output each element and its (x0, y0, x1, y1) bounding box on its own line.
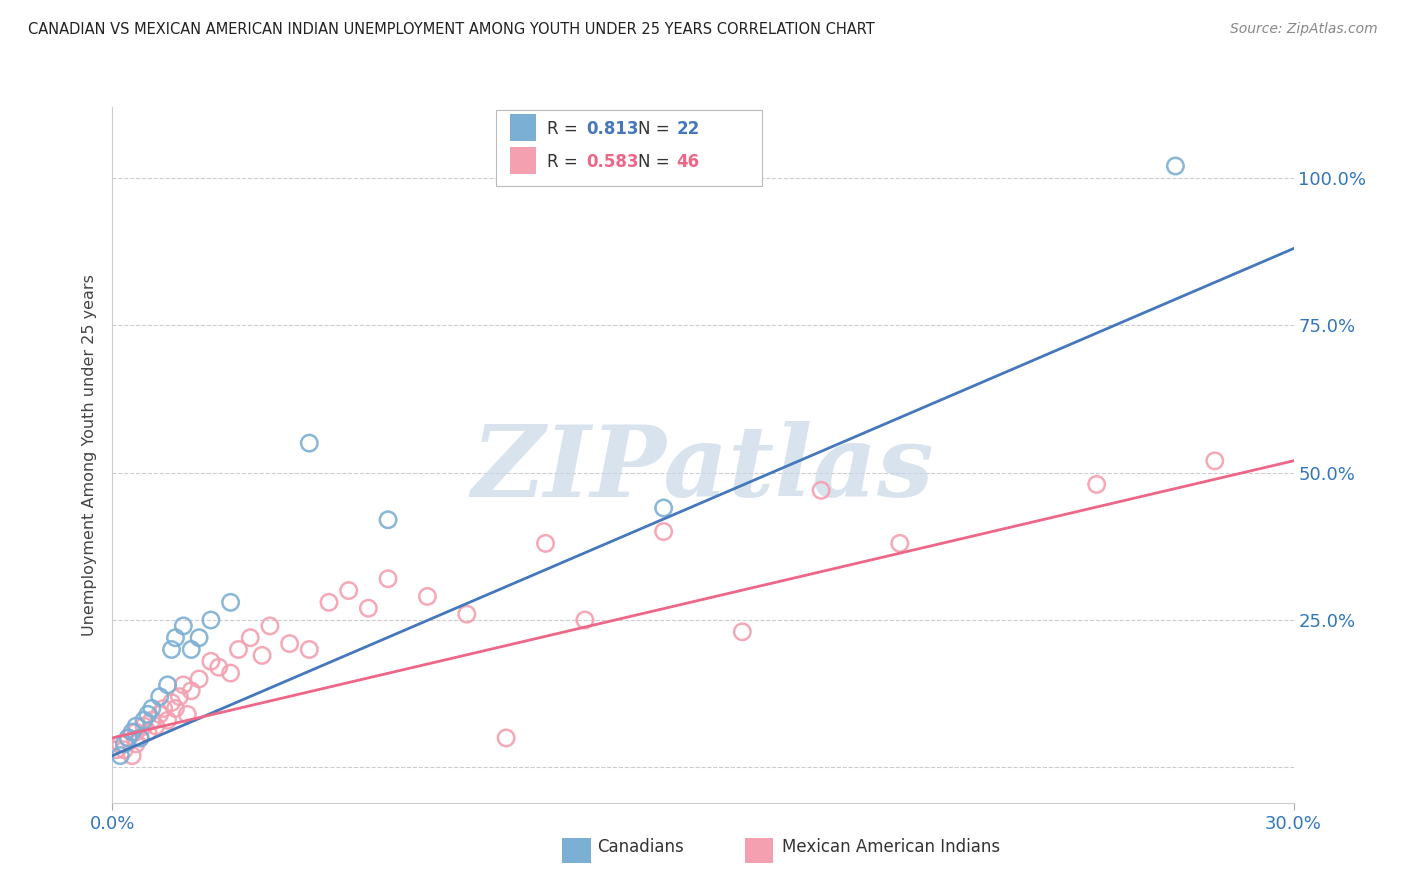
Point (125, 737, 148, 751)
Point (1204, 454, 1226, 468)
Point (145, 719, 167, 733)
Point (377, 572, 399, 586)
Point (188, 672, 211, 686)
Text: ZIPatlas: ZIPatlas (472, 421, 934, 517)
Text: Source: ZipAtlas.com: Source: ZipAtlas.com (1230, 22, 1378, 37)
Point (337, 583, 360, 598)
Point (652, 500, 675, 515)
Point (117, 731, 139, 745)
Point (298, 642, 321, 657)
Point (200, 654, 222, 668)
Point (188, 631, 211, 645)
Point (125, 719, 148, 733)
Point (160, 642, 183, 657)
Point (132, 713, 155, 727)
Point (176, 707, 198, 722)
Point (149, 707, 172, 722)
Point (125, 725, 148, 739)
Point (731, 624, 754, 639)
Point (172, 678, 194, 692)
Point (160, 696, 183, 710)
Text: 0.813: 0.813 (586, 120, 638, 138)
Point (136, 707, 159, 722)
Point (141, 701, 163, 715)
Point (652, 524, 675, 539)
Point (169, 690, 191, 704)
Y-axis label: Unemployment Among Youth under 25 years: Unemployment Among Youth under 25 years (82, 274, 97, 636)
Point (1085, 477, 1108, 491)
Text: R =: R = (547, 153, 583, 171)
Point (1164, 159, 1187, 173)
Point (456, 607, 478, 621)
Point (357, 601, 380, 615)
Point (377, 513, 399, 527)
Point (112, 743, 135, 757)
Text: N =: N = (638, 153, 675, 171)
Point (180, 683, 202, 698)
Point (141, 713, 163, 727)
Point (156, 678, 179, 692)
Point (889, 536, 911, 550)
Point (121, 748, 143, 763)
Point (172, 619, 194, 633)
Point (219, 595, 242, 609)
Text: CANADIAN VS MEXICAN AMERICAN INDIAN UNEMPLOYMENT AMONG YOUTH UNDER 25 YEARS CORR: CANADIAN VS MEXICAN AMERICAN INDIAN UNEM… (28, 22, 875, 37)
Point (534, 536, 557, 550)
Point (132, 719, 155, 733)
Point (110, 737, 132, 751)
Point (180, 642, 202, 657)
Text: Canadians: Canadians (598, 838, 685, 856)
Point (239, 631, 262, 645)
Point (416, 590, 439, 604)
Point (105, 743, 128, 757)
Point (152, 701, 174, 715)
Point (574, 613, 596, 627)
Text: Mexican American Indians: Mexican American Indians (782, 838, 1000, 856)
Point (495, 731, 517, 745)
Text: 22: 22 (676, 120, 700, 138)
Point (208, 660, 231, 674)
Point (136, 725, 159, 739)
Point (259, 619, 281, 633)
Point (110, 748, 132, 763)
Text: 46: 46 (676, 153, 699, 171)
Point (165, 631, 187, 645)
Point (278, 637, 301, 651)
Point (810, 483, 832, 498)
Point (200, 613, 222, 627)
Point (250, 648, 273, 663)
Point (117, 731, 139, 745)
Point (121, 725, 143, 739)
Point (129, 731, 152, 745)
Point (219, 666, 242, 681)
Point (112, 737, 135, 751)
Point (298, 436, 321, 450)
Point (149, 690, 172, 704)
Point (318, 595, 340, 609)
Point (156, 713, 179, 727)
Text: 0.583: 0.583 (586, 153, 638, 171)
Text: R =: R = (547, 120, 583, 138)
Point (228, 642, 250, 657)
Point (165, 701, 187, 715)
Text: N =: N = (638, 120, 675, 138)
Point (129, 731, 152, 745)
